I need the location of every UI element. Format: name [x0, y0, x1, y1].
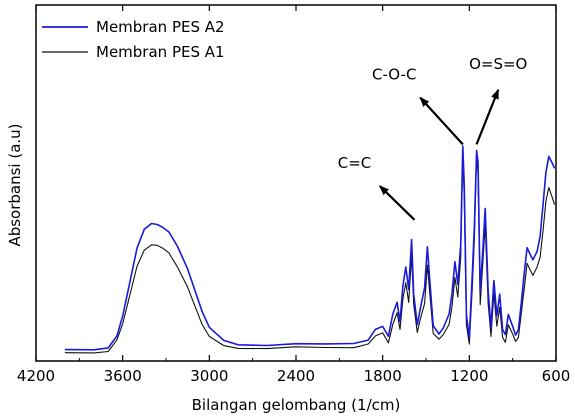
annotation-arrow [379, 185, 416, 221]
x-tick-label: 600 [542, 367, 571, 385]
x-tick-label: 1800 [364, 367, 402, 385]
x-tick-label: 3600 [104, 367, 142, 385]
annotation-arrow [475, 88, 500, 145]
series-layer [64, 145, 556, 354]
series-line-1 [64, 145, 556, 351]
legend-label: Membran PES A1 [96, 43, 225, 61]
x-tick-label: 2400 [277, 367, 315, 385]
x-tick-label: 3000 [190, 367, 228, 385]
annotation-label: O=S=O [469, 55, 527, 73]
annotation-label: C=C [338, 154, 372, 172]
annotation-label: C-O-C [372, 65, 416, 83]
x-axis: 4200 3600 3000 2400 1800 1200 600 [17, 5, 570, 385]
x-axis-title: Bilangan gelombang (1/cm) [192, 396, 401, 414]
legend: Membran PES A2 Membran PES A1 [42, 18, 225, 61]
annotation-arrow [419, 96, 464, 146]
y-axis-title: Absorbansi (a.u) [6, 123, 24, 246]
legend-label: Membran PES A2 [96, 18, 225, 36]
series-line-2 [64, 153, 556, 354]
x-tick-label: 4200 [17, 367, 55, 385]
annotation-layer: C=C C-O-C O=S=O [338, 55, 527, 221]
x-tick-label: 1200 [450, 367, 488, 385]
